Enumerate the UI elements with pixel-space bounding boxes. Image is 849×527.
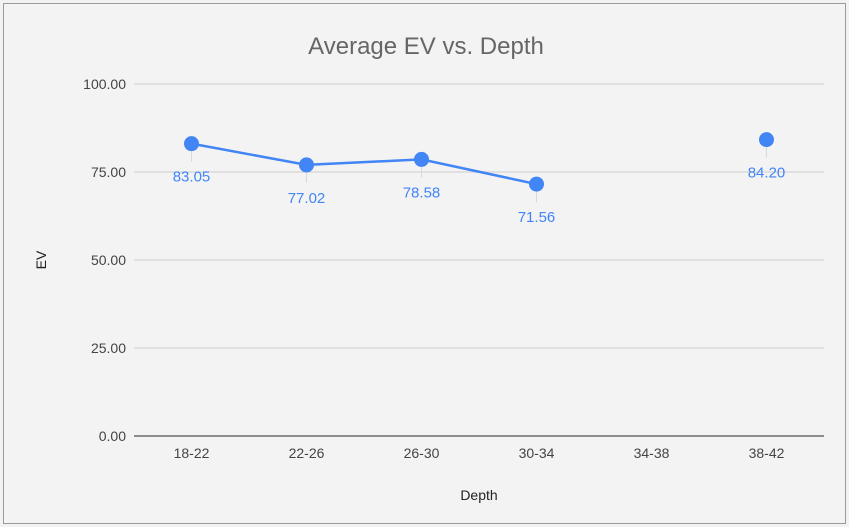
x-tick-label: 22-26 [289, 445, 325, 461]
data-point[interactable] [299, 157, 314, 173]
data-label: 83.05 [173, 169, 211, 186]
data-point[interactable] [529, 176, 544, 192]
x-tick-label: 34-38 [634, 445, 670, 461]
y-tick-label: 25.00 [91, 340, 126, 356]
chart-title: Average EV vs. Depth [308, 33, 544, 60]
x-tick-label: 38-42 [749, 445, 785, 461]
y-tick-label: 75.00 [91, 164, 126, 180]
y-tick-label: 100.00 [83, 76, 126, 92]
chart-frame: Average EV vs. Depth 0.00 25.00 50.00 75.00… [3, 3, 846, 524]
y-tick-label: 0.00 [99, 428, 126, 444]
data-point[interactable] [184, 136, 199, 152]
data-label: 84.20 [748, 165, 786, 182]
data-labels: 83.05 77.02 78.58 71.56 84.20 [173, 165, 786, 226]
y-tick-label: 50.00 [91, 252, 126, 268]
data-label: 77.02 [288, 190, 326, 207]
data-point[interactable] [759, 132, 774, 148]
series-layer [184, 132, 774, 203]
data-label: 78.58 [403, 184, 441, 201]
x-tick-label: 30-34 [519, 445, 555, 461]
line-chart: Average EV vs. Depth 0.00 25.00 50.00 75.00… [33, 33, 824, 503]
x-tick-label: 26-30 [404, 445, 440, 461]
x-axis-title: Depth [460, 487, 497, 503]
y-axis-title: EV [33, 250, 49, 269]
x-tick-label: 18-22 [174, 445, 210, 461]
series-line [191, 142, 537, 186]
data-point[interactable] [414, 151, 429, 167]
gridlines [134, 83, 824, 437]
data-label: 71.56 [518, 209, 556, 226]
y-axis-ticks: 0.00 25.00 50.00 75.00 100.00 [83, 76, 126, 444]
x-axis-ticks: 18-22 22-26 26-30 30-34 34-38 38-42 [174, 445, 785, 461]
